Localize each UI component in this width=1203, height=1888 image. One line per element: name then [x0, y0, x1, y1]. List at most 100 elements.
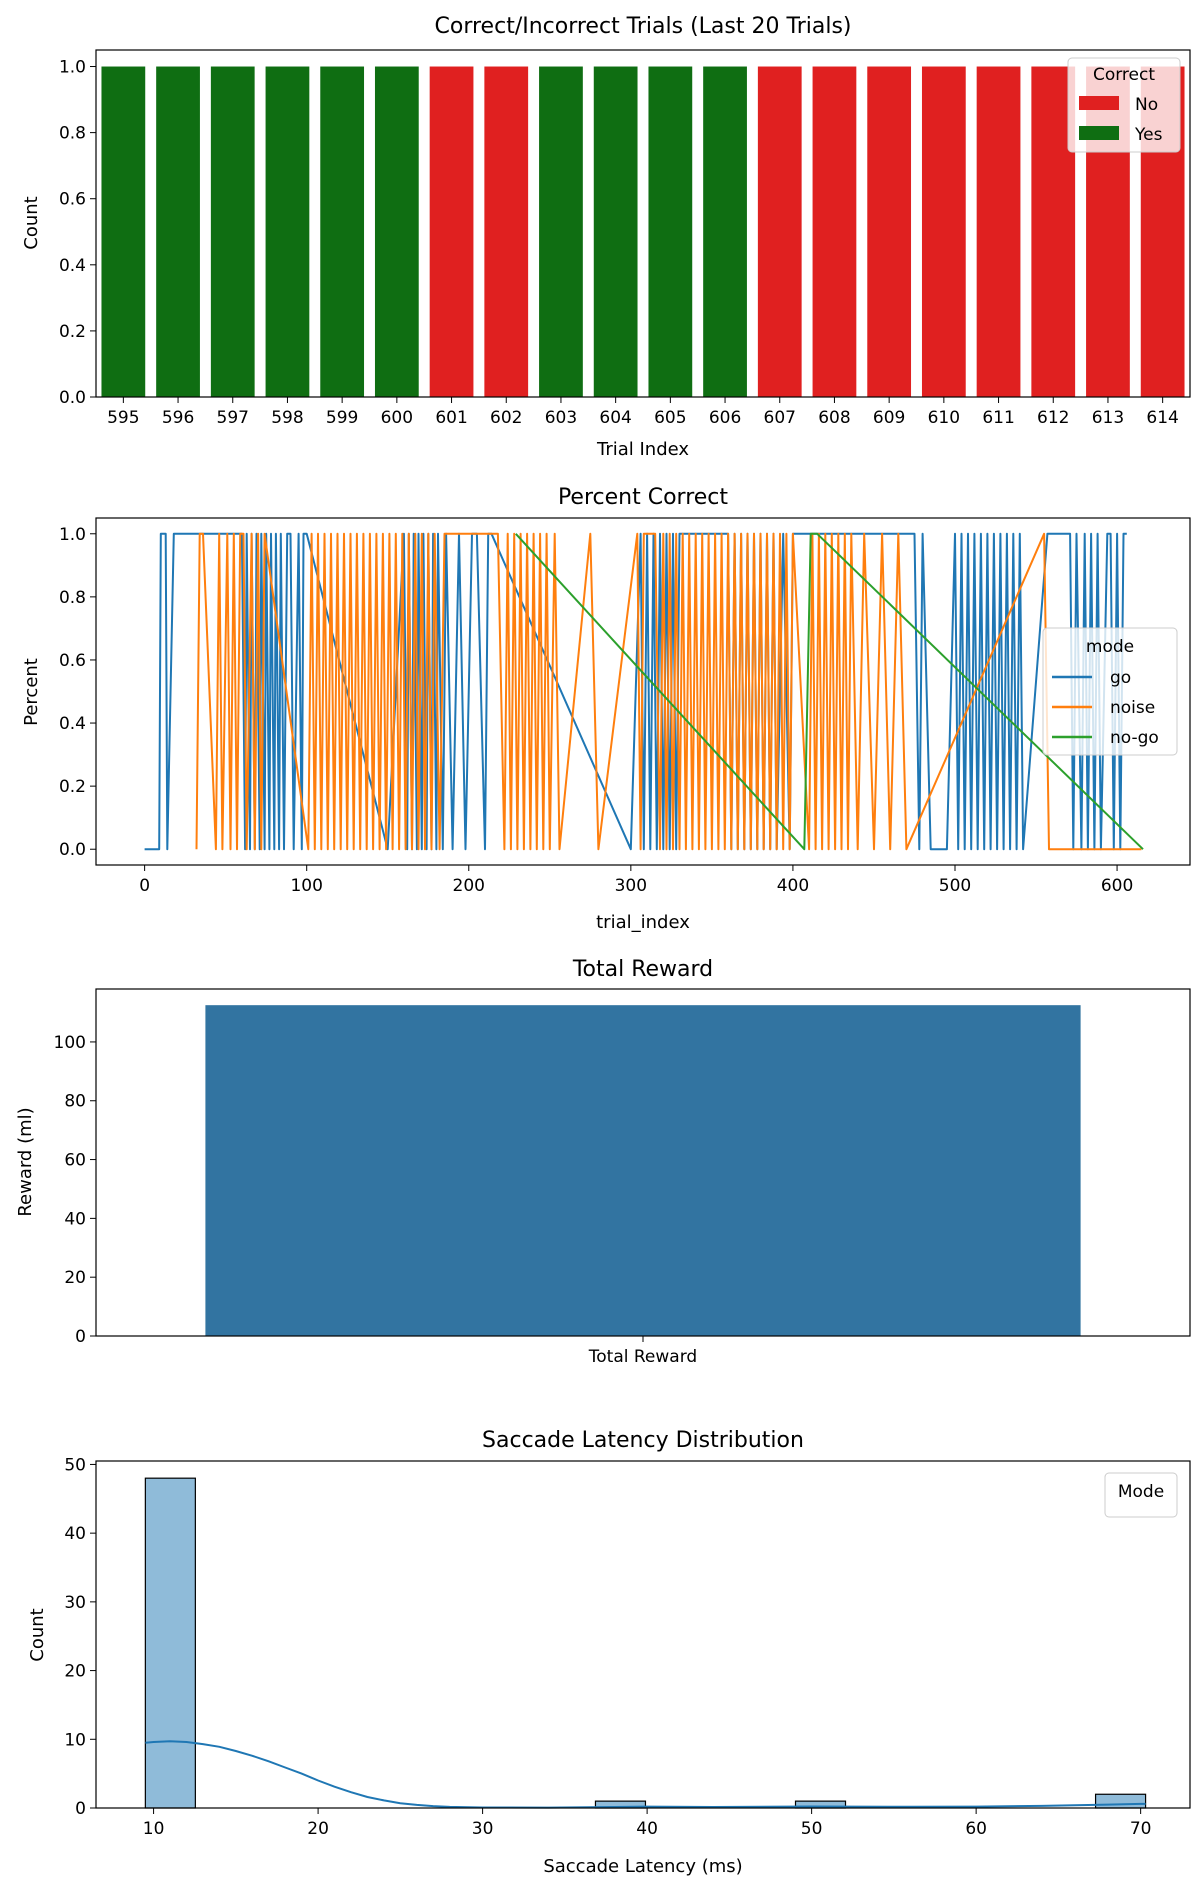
- x-axis-ticks: Total Reward: [588, 1336, 697, 1367]
- legend: Mode: [1104, 1472, 1178, 1518]
- y-axis-label: Count: [27, 1608, 48, 1661]
- x-tick-label: 400: [777, 876, 809, 896]
- axes-frame: [95, 988, 1191, 1337]
- x-tick-label: 30: [472, 1819, 494, 1839]
- x-tick-label: 609: [873, 408, 905, 428]
- bar-trial-600: [374, 66, 419, 398]
- x-tick-label: 598: [271, 408, 303, 428]
- y-tick-label: 60: [64, 1151, 86, 1171]
- x-tick-label: 300: [615, 876, 647, 896]
- y-tick-label: 80: [64, 1092, 86, 1112]
- axes-frame: [95, 517, 1191, 866]
- x-tick-label: 614: [1146, 408, 1178, 428]
- legend-label-yes: Yes: [1134, 125, 1163, 145]
- x-tick-label: 600: [381, 408, 413, 428]
- x-tick-label: 606: [709, 408, 741, 428]
- y-tick-label: 1.0: [59, 58, 86, 78]
- y-tick-label: 0.4: [59, 714, 86, 734]
- bar-trial-597: [210, 66, 255, 398]
- series-line-go: [144, 532, 1127, 851]
- legend: mode go noise no-go: [1042, 627, 1178, 756]
- x-tick-label: 50: [801, 1819, 823, 1839]
- bar-trial-604: [593, 66, 638, 398]
- x-tick-label: 613: [1092, 408, 1124, 428]
- y-axis-label: Reward (ml): [15, 1107, 36, 1216]
- bar-trial-602: [484, 66, 529, 398]
- y-tick-label: 0.6: [59, 651, 86, 671]
- x-tick-label: 608: [818, 408, 850, 428]
- kde-curve: [145, 1740, 1146, 1809]
- bars: [205, 1005, 1081, 1336]
- x-axis-label: Saccade Latency (ms): [543, 1856, 742, 1877]
- bar-total-reward: [205, 1005, 1081, 1336]
- bar-trial-601: [429, 66, 474, 398]
- bars: [101, 66, 1185, 398]
- y-axis-label: Count: [21, 196, 42, 249]
- bar-trial-603: [539, 66, 583, 398]
- x-tick-label: 605: [654, 408, 686, 428]
- y-tick-label: 0.2: [59, 777, 86, 797]
- bar-trial-598: [265, 66, 310, 398]
- legend-title: Correct: [1093, 65, 1155, 85]
- y-tick-label: 10: [64, 1730, 86, 1750]
- bar-trial-595: [101, 66, 146, 398]
- chart-title: Saccade Latency Distribution: [482, 1428, 804, 1453]
- bar-trial-610: [921, 66, 966, 398]
- x-tick-label: Total Reward: [588, 1347, 697, 1367]
- x-axis-ticks: 595 596 597 598 599 600 601 602 603 604 605 606 607 6…: [107, 397, 1179, 428]
- legend-label-no: No: [1135, 95, 1158, 115]
- bar-trial-605: [648, 66, 693, 398]
- histogram-bar: [144, 1477, 196, 1809]
- y-tick-label: 0.4: [59, 256, 86, 276]
- x-axis-label: Trial Index: [596, 439, 689, 460]
- y-axis-ticks: 0 20 40 60 80 100: [54, 1033, 96, 1347]
- bar-trial-599: [320, 66, 365, 398]
- x-tick-label: 100: [290, 876, 322, 896]
- x-tick-label: 597: [217, 408, 249, 428]
- legend-label-noise: noise: [1110, 698, 1155, 718]
- bar-trial-596: [156, 66, 200, 398]
- histogram-bar: [1094, 1793, 1147, 1809]
- x-tick-label: 596: [162, 408, 194, 428]
- y-tick-label: 20: [64, 1268, 86, 1288]
- axes-frame: [95, 1460, 1191, 1809]
- x-tick-label: 603: [545, 408, 577, 428]
- x-tick-label: 70: [1130, 1819, 1152, 1839]
- y-tick-label: 100: [54, 1033, 86, 1053]
- legend-label-go: go: [1110, 668, 1131, 688]
- chart-title: Percent Correct: [558, 485, 728, 510]
- x-axis-label: trial_index: [596, 912, 690, 933]
- y-axis-ticks: 0.0 0.2 0.4 0.6 0.8 1.0: [59, 525, 96, 860]
- y-tick-label: 0.2: [59, 322, 86, 342]
- kde-line: [145, 1740, 1146, 1809]
- y-tick-label: 40: [64, 1209, 86, 1229]
- panel-percent-correct: Percent Correct 0.0 0.2 0.4 0.6 0.8 1.0 0 100 2…: [21, 485, 1191, 933]
- x-tick-label: 60: [965, 1819, 987, 1839]
- y-tick-label: 0.0: [59, 840, 86, 860]
- y-tick-label: 0.0: [59, 388, 86, 408]
- chart-title: Correct/Incorrect Trials (Last 20 Trials…: [435, 14, 852, 39]
- legend-label-no-go: no-go: [1110, 728, 1159, 748]
- legend-title: Mode: [1118, 1482, 1164, 1502]
- x-tick-label: 612: [1037, 408, 1069, 428]
- x-tick-label: 607: [764, 408, 796, 428]
- y-axis-ticks: 0 10 20 30 40 50: [64, 1455, 96, 1819]
- y-tick-label: 1.0: [59, 525, 86, 545]
- legend-box: [1104, 1472, 1178, 1518]
- series-lines: [144, 532, 1144, 851]
- legend-swatch-no: [1079, 96, 1119, 110]
- bar-trial-608: [812, 66, 857, 398]
- x-tick-label: 0: [139, 876, 150, 896]
- x-axis-ticks: 10 20 30 40 50 60 70: [143, 1808, 1152, 1839]
- bar-trial-609: [867, 66, 912, 398]
- x-tick-label: 200: [453, 876, 485, 896]
- x-tick-label: 601: [435, 408, 467, 428]
- x-tick-label: 602: [490, 408, 522, 428]
- panel-correct-trials: Correct/Incorrect Trials (Last 20 Trials…: [21, 14, 1191, 460]
- legend-box: [1042, 627, 1178, 756]
- panel-saccade-latency: Saccade Latency Distribution 0 10 20 30 40 50…: [27, 1428, 1191, 1877]
- y-tick-label: 0.8: [59, 124, 86, 144]
- x-tick-label: 500: [939, 876, 971, 896]
- x-tick-label: 595: [107, 408, 139, 428]
- y-tick-label: 50: [64, 1455, 86, 1475]
